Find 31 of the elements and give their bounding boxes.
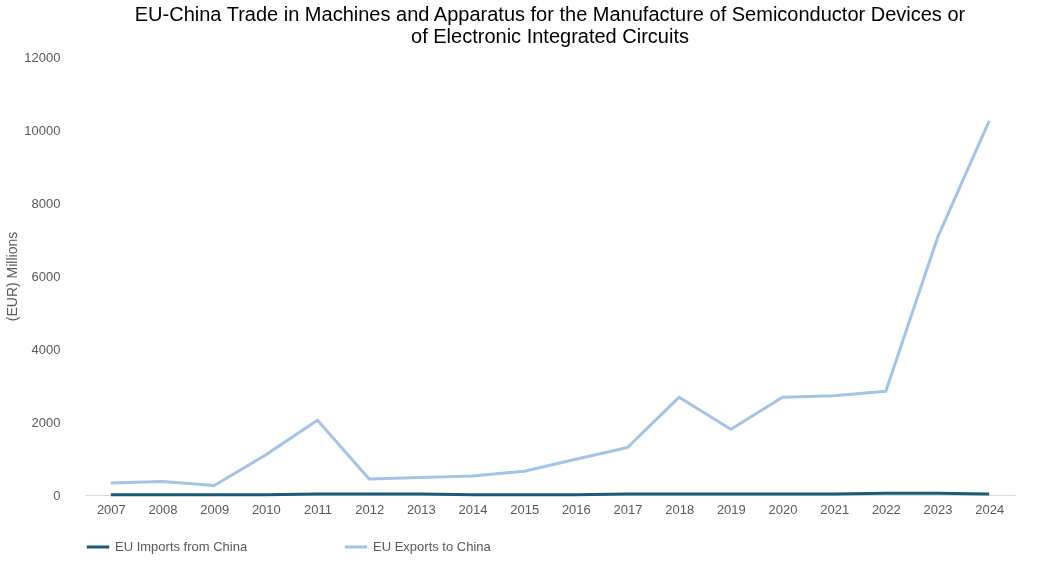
x-tick-label: 2014 — [458, 501, 488, 517]
line-series — [109, 119, 991, 488]
x-tick-label: 2012 — [355, 501, 385, 517]
text: EU-China Trade in Machines and Apparatus for the Manufacture of Semiconductor Devices or — [134, 3, 966, 25]
y-tick-label: 0 — [53, 487, 61, 503]
x-tick-label: 2020 — [768, 501, 798, 517]
x-tick-label: 2013 — [406, 501, 436, 517]
x-tick-label: 2009 — [200, 501, 230, 517]
legend-label: EU Exports to China — [373, 539, 492, 554]
y-tick-label: 4000 — [31, 341, 61, 357]
x-tick-label: 2011 — [304, 501, 332, 517]
x-tick-label: 2017 — [613, 501, 643, 517]
x-tick-label: 2022 — [871, 501, 901, 517]
y-axis-title: (EUR) Millions — [4, 231, 21, 322]
x-tick-label: 2024 — [975, 501, 1005, 517]
y-tick-label: 2000 — [31, 414, 61, 430]
x-tick-label: 2008 — [148, 501, 178, 517]
y-tick-label: 8000 — [31, 195, 61, 211]
y-tick-label: 10000 — [24, 122, 61, 138]
y-tick-label: 12000 — [24, 49, 61, 65]
legend-label: EU Imports from China — [115, 539, 248, 554]
x-tick-label: 2010 — [251, 501, 281, 517]
x-tick-label: 2023 — [923, 501, 953, 517]
x-tick-label: 2016 — [561, 501, 591, 517]
x-tick-label: 2018 — [665, 501, 695, 517]
x-tick-label: 2021 — [820, 501, 850, 517]
y-tick-label: 6000 — [31, 268, 61, 284]
x-tick-label: 2019 — [716, 501, 746, 517]
x-tick-label: 2015 — [510, 501, 540, 517]
x-tick-label: 2007 — [96, 501, 126, 517]
text: of Electronic Integrated Circuits — [411, 25, 689, 47]
